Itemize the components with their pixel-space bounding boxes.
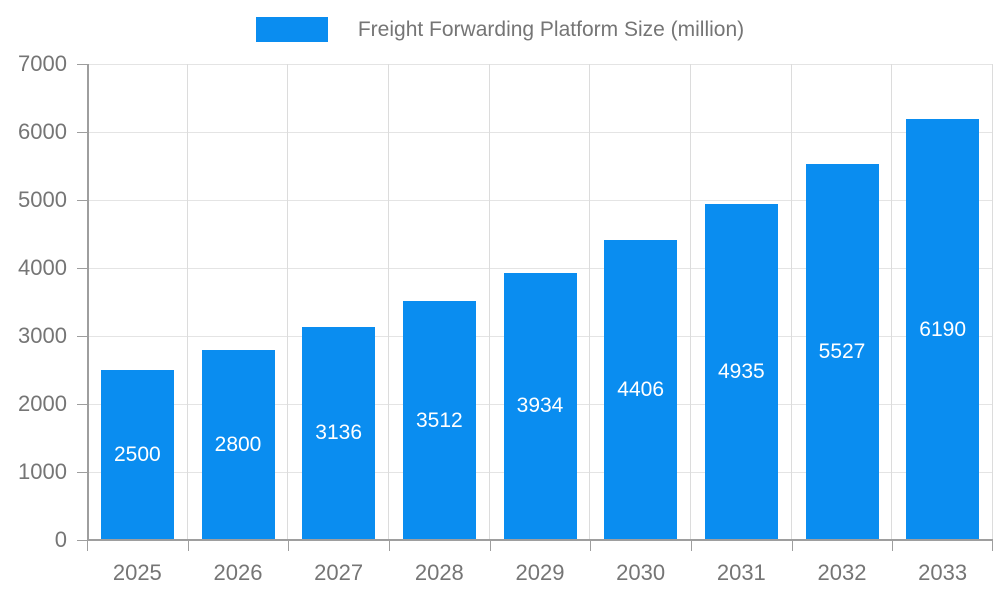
gridline-horizontal	[87, 200, 993, 201]
gridline-vertical	[891, 64, 893, 540]
bar-2030[interactable]: 4406	[604, 240, 678, 540]
y-axis-tick	[77, 200, 87, 201]
bar-value-label: 2800	[214, 432, 262, 456]
y-axis-label: 3000	[18, 323, 67, 348]
chart-legend[interactable]: Freight Forwarding Platform Size (millio…	[0, 17, 1000, 42]
bar-2028[interactable]: 3512	[402, 301, 476, 540]
bar-2025[interactable]: 2500	[100, 370, 174, 540]
x-axis-line	[87, 539, 993, 541]
bar-value-label: 4935	[717, 360, 765, 384]
y-axis-tick	[77, 132, 87, 133]
x-axis-tick	[288, 541, 290, 551]
y-axis-tick	[77, 404, 87, 405]
gridline-vertical	[488, 64, 490, 540]
y-axis-tick	[77, 336, 87, 337]
y-axis-line	[87, 64, 89, 540]
y-axis-tick	[77, 64, 87, 65]
gridline-vertical	[589, 64, 591, 540]
bar-2032[interactable]: 5527	[805, 164, 879, 540]
x-axis-label-2028: 2028	[414, 560, 464, 585]
y-axis-label: 2000	[18, 391, 67, 416]
bar-value-label: 3934	[516, 394, 564, 418]
gridline-vertical	[690, 64, 691, 540]
bar-2026[interactable]: 2800	[201, 349, 275, 540]
gridline-horizontal	[87, 268, 993, 269]
x-axis-label-2033: 2033	[918, 560, 968, 585]
x-axis-label-2032: 2032	[817, 560, 867, 585]
x-axis-tick	[489, 541, 491, 551]
x-axis-tick	[691, 541, 692, 551]
bar-value-label: 6190	[919, 317, 967, 341]
y-axis-label: 1000	[18, 459, 67, 484]
x-axis-tick	[992, 541, 993, 551]
gridline-vertical	[790, 64, 792, 540]
x-axis-tick	[791, 541, 793, 551]
y-axis-tick	[77, 472, 87, 473]
bar-2031[interactable]: 4935	[704, 204, 778, 540]
plot-area: 0 1000 2000 3000 4000 5000 6000 7000 2500 2025 280…	[18, 51, 993, 585]
x-axis-tick	[590, 541, 592, 551]
x-axis-tick	[892, 541, 894, 551]
bar-value-label: 2500	[113, 443, 161, 466]
bar-value-label: 3136	[315, 421, 363, 445]
gridline-vertical	[287, 64, 289, 540]
y-axis-label: 5000	[18, 187, 67, 212]
y-axis-label: 4000	[18, 255, 67, 280]
x-axis-tick	[389, 541, 390, 551]
x-axis-label-2025: 2025	[112, 560, 162, 585]
bar-value-label: 5527	[818, 340, 866, 364]
gridline-vertical	[186, 64, 188, 540]
gridline-vertical	[992, 64, 993, 540]
gridline-horizontal	[87, 132, 993, 133]
x-axis-tick	[187, 541, 189, 551]
gridline-horizontal	[87, 64, 993, 65]
x-axis-label-2026: 2026	[213, 560, 263, 585]
y-axis-label: 6000	[18, 119, 67, 144]
x-axis-label-2029: 2029	[515, 560, 565, 585]
bar-2033[interactable]: 6190	[906, 119, 980, 540]
legend-swatch	[255, 17, 328, 42]
bar-2029[interactable]: 3934	[503, 272, 577, 540]
bar-value-label: 4406	[617, 378, 665, 402]
x-axis-label-2030: 2030	[616, 560, 666, 585]
bar-2027[interactable]: 3136	[302, 326, 376, 540]
legend-label: Freight Forwarding Platform Size (millio…	[357, 18, 745, 41]
y-axis-label: 0	[54, 527, 67, 552]
x-axis-label-2031: 2031	[716, 560, 766, 585]
y-axis-tick	[77, 268, 87, 269]
y-axis-label: 7000	[18, 51, 67, 76]
x-axis-tick	[87, 541, 88, 551]
x-axis-label-2027: 2027	[314, 560, 364, 585]
y-axis-tick	[77, 540, 87, 541]
bar-value-label: 3512	[415, 408, 463, 432]
gridline-vertical	[388, 64, 389, 540]
